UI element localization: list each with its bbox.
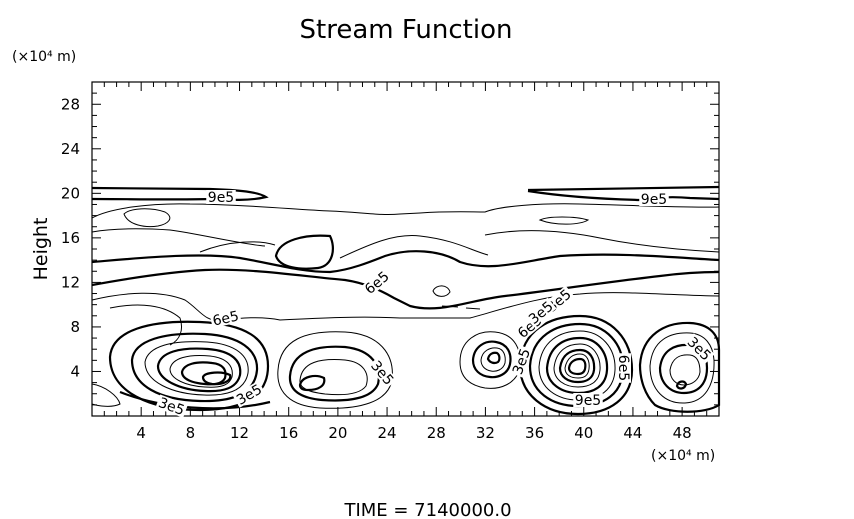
contour-line xyxy=(484,230,720,253)
time-footer: TIME = 7140000.0 xyxy=(343,500,511,519)
contour-line xyxy=(91,228,266,247)
contour-line xyxy=(567,357,587,376)
contour-label-bg xyxy=(573,393,603,407)
contour-label-bg xyxy=(524,297,557,328)
contour-line xyxy=(480,347,506,372)
contour-line xyxy=(91,292,720,321)
contour-line xyxy=(545,336,609,395)
contour-line xyxy=(669,354,701,386)
x-tick-label: 24 xyxy=(378,424,397,442)
contour-line xyxy=(538,216,590,225)
contour-line xyxy=(658,343,709,395)
x-tick-label: 32 xyxy=(476,424,495,442)
x-tick-label: 36 xyxy=(525,424,544,442)
contour-line xyxy=(432,285,451,297)
contour-label-bg xyxy=(360,267,393,298)
contour-label-bg xyxy=(232,380,266,408)
contour-line xyxy=(299,359,368,396)
contour-line xyxy=(298,374,326,392)
chart-title: Stream Function xyxy=(300,15,513,45)
contour-line xyxy=(119,390,271,410)
contour-line xyxy=(169,355,233,388)
contour-line xyxy=(527,185,720,202)
contour-line xyxy=(109,304,183,346)
x-tick-label: 12 xyxy=(230,424,249,442)
contour-line xyxy=(288,345,380,402)
y-unit-label: (×10⁴ m) xyxy=(12,49,76,65)
contour-line xyxy=(518,314,634,416)
contour-label: 6e5 xyxy=(615,355,631,381)
contour-line xyxy=(558,348,596,384)
x-tick-label: 4 xyxy=(136,424,146,442)
y-tick-label: 12 xyxy=(61,273,80,291)
y-tick-label: 24 xyxy=(61,140,80,158)
contour-label-bg xyxy=(617,353,631,383)
x-tick-label: 48 xyxy=(673,424,692,442)
contour-label: 3e5 xyxy=(367,358,396,389)
contour-label: 9e5 xyxy=(208,190,234,206)
y-tick-label: 20 xyxy=(61,184,80,202)
contour-line xyxy=(91,186,269,201)
contour-label: 6e5 xyxy=(211,308,240,329)
contour-line xyxy=(156,347,242,393)
contour-line xyxy=(123,208,171,228)
contour-line xyxy=(144,341,249,396)
contour-label-bg xyxy=(367,356,398,389)
contour-line xyxy=(130,332,259,403)
x-tick-label: 44 xyxy=(623,424,642,442)
contour-label-bg xyxy=(509,345,533,378)
x-tick-label: 40 xyxy=(574,424,593,442)
contour-line xyxy=(199,235,489,259)
contour-line xyxy=(274,234,334,270)
y-axis-title: Height xyxy=(30,218,52,281)
x-tick-label: 8 xyxy=(186,424,196,442)
y-tick-label: 16 xyxy=(61,229,80,247)
x-tick-label: 20 xyxy=(328,424,347,442)
contour-label: 3e5 xyxy=(684,334,714,364)
y-tick-label: 4 xyxy=(70,362,80,380)
contour-line xyxy=(108,320,270,412)
contour-line xyxy=(638,321,721,413)
contour-label-bg xyxy=(155,394,188,418)
contour-label: 9e5 xyxy=(641,192,667,208)
contour-label-bg xyxy=(684,333,715,364)
contour-line xyxy=(91,203,720,219)
contour-label: 6e5 xyxy=(362,269,393,298)
contour-label-bg xyxy=(639,192,669,206)
contour-line xyxy=(564,353,590,379)
contour-line xyxy=(91,250,720,274)
contour-line xyxy=(91,268,720,310)
x-tick-label: 28 xyxy=(427,424,446,442)
x-tick-label: 16 xyxy=(279,424,298,442)
y-tick-label: 8 xyxy=(70,318,80,336)
x-unit-label: (×10⁴ m) xyxy=(651,448,715,464)
contour-line xyxy=(538,330,616,401)
contour-line xyxy=(201,371,232,386)
contour-label-bg xyxy=(206,190,236,204)
contour-line xyxy=(486,351,501,365)
contour-line xyxy=(180,361,227,386)
contour-line xyxy=(91,383,121,407)
contour-label-bg xyxy=(209,308,242,328)
contour-line xyxy=(553,343,601,388)
contour-line xyxy=(471,340,512,379)
y-tick-label: 28 xyxy=(61,95,80,113)
contour-label: 9e5 xyxy=(575,393,601,409)
contour-line xyxy=(675,380,688,390)
